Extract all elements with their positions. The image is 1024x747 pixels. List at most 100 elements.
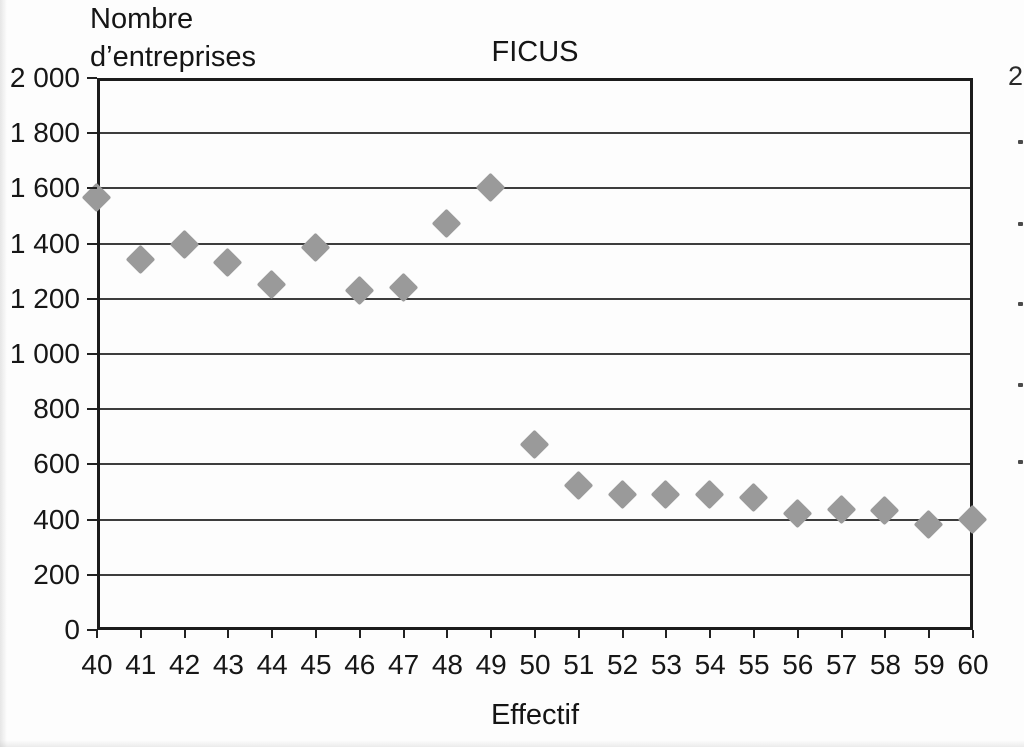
y-axis-tick — [87, 297, 97, 300]
x-axis-tick — [534, 630, 536, 638]
data-point-x60 — [957, 504, 988, 534]
gridline-y-600 — [100, 463, 970, 466]
x-axis-tick — [227, 630, 230, 638]
gridline-y-1600 — [100, 187, 970, 190]
x-axis-tick — [972, 630, 974, 638]
y-tick-label-200: 200 — [33, 558, 80, 590]
x-axis-tick — [358, 630, 361, 638]
y-tick-label-1600: 1 600 — [9, 172, 80, 204]
y-axis-tick — [87, 518, 97, 521]
gridline-y-1000 — [100, 353, 970, 355]
x-axis-tick — [577, 630, 580, 638]
data-point-x59 — [913, 509, 944, 540]
y-axis-title: Nombre d’entreprises — [90, 0, 256, 76]
cutoff-label-fragment — [1018, 222, 1023, 226]
cutoff-label-fragment — [1018, 140, 1023, 144]
x-axis-tick — [446, 630, 449, 638]
x-axis-tick — [796, 630, 799, 638]
cutoff-label-fragment — [1018, 460, 1023, 464]
y-tick-label-2000: 2 000 — [9, 62, 80, 93]
x-axis-title: Effectif — [490, 699, 580, 731]
x-axis-tick — [183, 630, 186, 638]
data-point-x54 — [694, 479, 725, 510]
x-axis-tick — [96, 630, 98, 638]
y-axis-title-line1: Nombre — [90, 3, 194, 35]
data-point-x50 — [519, 429, 550, 460]
gridline-y-1400 — [100, 242, 970, 245]
cutoff-text-fragment: 2 — [1008, 61, 1024, 91]
x-axis-tick — [271, 630, 274, 638]
y-axis-tick — [87, 187, 97, 190]
x-tick-label-40: 40 — [81, 649, 113, 680]
data-point-x44 — [256, 269, 287, 300]
data-point-x46 — [344, 275, 375, 305]
x-axis-tick — [315, 630, 317, 638]
y-axis-tick — [87, 573, 97, 576]
y-axis-tick — [87, 463, 97, 466]
x-tick-label-42: 42 — [169, 649, 201, 680]
x-tick-label-41: 41 — [125, 649, 157, 680]
y-tick-label-1000: 1 000 — [9, 338, 80, 369]
data-point-x48 — [432, 208, 462, 239]
scan-shadow-bottom — [0, 740, 1024, 747]
y-tick-label-600: 600 — [33, 448, 80, 480]
x-axis-tick — [621, 630, 624, 638]
gridline-y-1200 — [100, 297, 970, 300]
x-axis-tick — [753, 630, 755, 638]
x-axis-tick — [402, 630, 405, 638]
y-tick-label-1800: 1 800 — [9, 117, 80, 149]
x-axis-tick — [928, 630, 931, 638]
data-point-x43 — [213, 247, 243, 278]
cutoff-label-fragment — [1018, 302, 1023, 306]
gridline-y-800 — [100, 408, 970, 411]
x-tick-label-44: 44 — [256, 649, 288, 680]
data-point-x42 — [169, 229, 199, 260]
x-axis-tick — [709, 630, 712, 638]
y-axis-tick — [87, 629, 97, 631]
y-tick-label-400: 400 — [33, 503, 80, 535]
x-tick-label-52: 52 — [607, 649, 639, 680]
y-axis-tick — [87, 132, 97, 135]
y-axis-tick — [87, 408, 97, 411]
data-point-x51 — [563, 471, 594, 501]
y-tick-label-800: 800 — [33, 393, 80, 425]
y-axis-tick — [87, 242, 97, 245]
y-axis-tick — [87, 353, 97, 355]
gridline-y-400 — [100, 518, 970, 521]
data-point-x41 — [125, 244, 156, 275]
y-tick-label-1200: 1 200 — [9, 282, 80, 314]
x-axis-tick — [665, 630, 668, 638]
x-tick-label-49: 49 — [475, 649, 507, 680]
gridline-y-200 — [100, 573, 970, 576]
y-tick-label-0: 0 — [64, 614, 80, 645]
x-axis-tick — [884, 630, 887, 638]
data-point-x58 — [870, 495, 900, 526]
x-tick-label-43: 43 — [212, 649, 244, 680]
x-tick-label-54: 54 — [694, 649, 726, 680]
x-tick-label-51: 51 — [563, 649, 595, 680]
data-point-x56 — [782, 498, 813, 529]
x-tick-label-56: 56 — [782, 649, 814, 680]
data-point-x45 — [300, 232, 331, 263]
x-tick-label-45: 45 — [300, 649, 332, 680]
plot-area — [81, 78, 988, 630]
x-tick-label-47: 47 — [388, 649, 420, 680]
x-tick-label-59: 59 — [913, 649, 945, 680]
y-axis-tick — [87, 77, 97, 79]
cutoff-label-fragment — [1018, 383, 1023, 387]
y-tick-label-1400: 1 400 — [9, 227, 80, 259]
x-axis-tick — [840, 630, 843, 638]
gridline-y-1800 — [100, 132, 970, 135]
data-point-x55 — [738, 482, 769, 512]
x-tick-label-57: 57 — [826, 649, 858, 680]
y-axis-title-line2: d’entreprises — [90, 41, 257, 73]
x-tick-label-55: 55 — [738, 649, 770, 680]
x-axis-tick — [490, 630, 493, 638]
x-tick-label-50: 50 — [519, 649, 551, 680]
data-point-x49 — [475, 173, 506, 203]
data-point-x53 — [651, 479, 681, 510]
x-tick-label-46: 46 — [344, 649, 376, 680]
x-tick-label-58: 58 — [869, 649, 901, 680]
chart-title: FICUS — [491, 36, 579, 68]
